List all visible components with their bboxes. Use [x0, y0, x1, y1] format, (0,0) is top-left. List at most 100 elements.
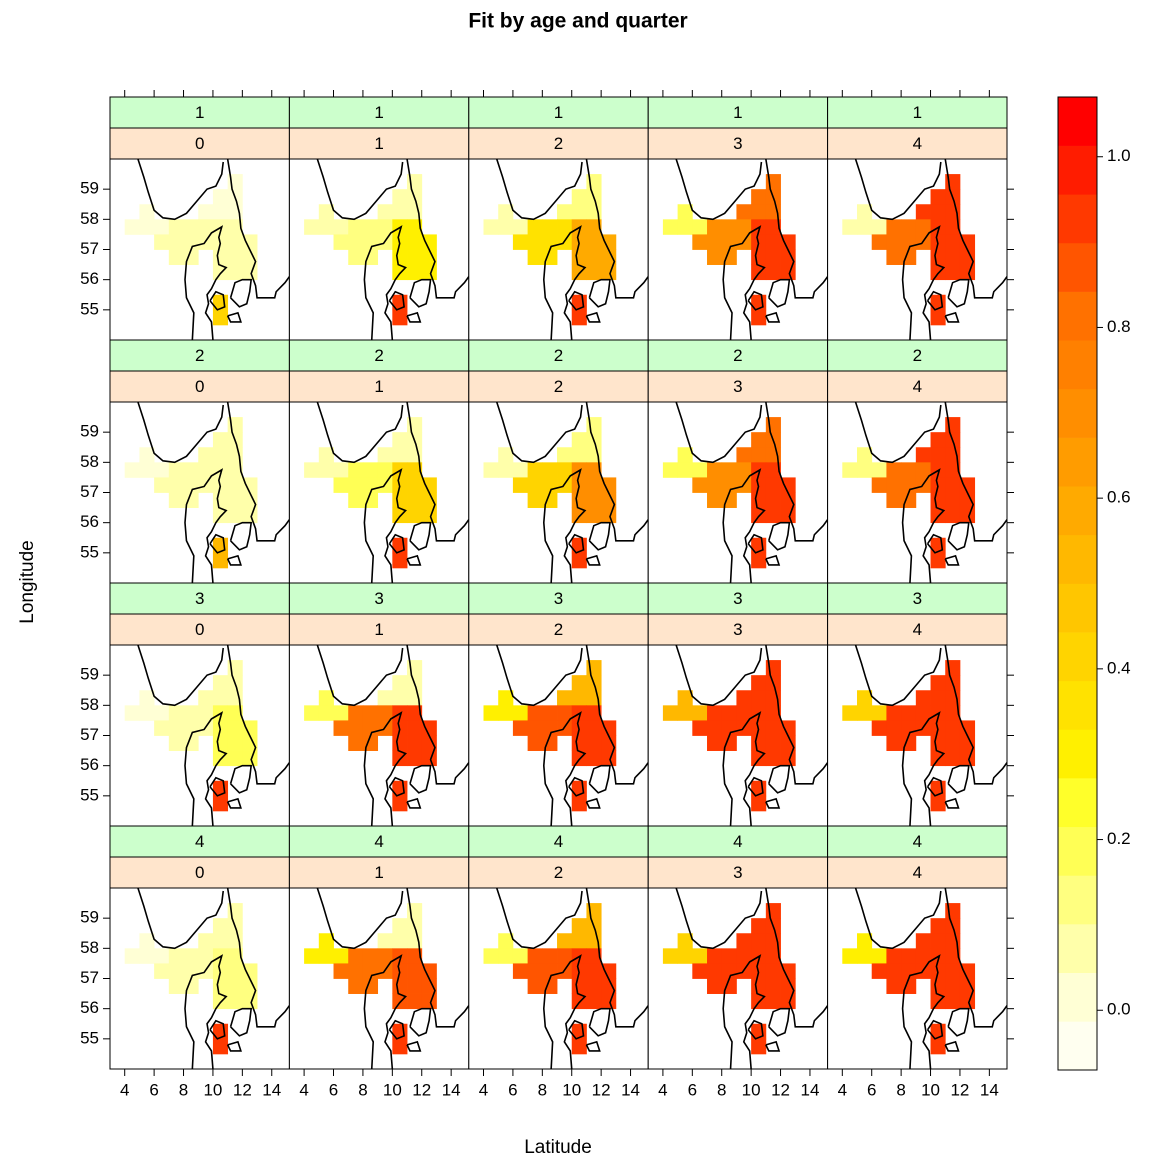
heat-cell — [677, 219, 693, 235]
heat-cell — [333, 477, 349, 493]
heat-cell — [586, 993, 602, 1010]
heat-cell — [842, 462, 858, 478]
heat-cell — [527, 978, 543, 994]
coastline — [588, 1007, 611, 1037]
heat-cell — [227, 264, 243, 281]
heat-cell — [915, 219, 931, 235]
heat-cell — [707, 948, 723, 964]
coastline — [363, 225, 407, 340]
heat-cell — [392, 204, 408, 220]
heat-cell — [692, 462, 708, 478]
heat-cell — [601, 720, 617, 736]
heat-cell — [586, 963, 602, 979]
age-strip-label: 0 — [195, 863, 204, 882]
y-tick-label: 55 — [80, 299, 99, 318]
y-tick-label: 56 — [80, 512, 99, 531]
heat-cell — [601, 507, 617, 524]
quarter-strip — [468, 339, 649, 372]
heat-cell — [318, 462, 334, 478]
heat-cell — [407, 477, 423, 493]
colorbar-band — [1058, 340, 1097, 390]
heat-cell — [421, 477, 437, 493]
heat-cell — [677, 447, 693, 463]
coastline — [747, 533, 764, 554]
x-tick-label: 10 — [742, 1080, 761, 1099]
heat-cell — [736, 948, 752, 964]
y-tick-label: 55 — [80, 785, 99, 804]
coastline — [542, 954, 587, 1069]
heat-cell — [212, 204, 229, 220]
heat-cell — [498, 219, 514, 235]
heat-cell — [586, 492, 602, 508]
heat-cell — [212, 552, 229, 569]
heat-cell — [915, 690, 931, 706]
heat-cell — [751, 204, 767, 220]
heat-cell — [318, 447, 334, 463]
heat-cell — [930, 1038, 946, 1055]
heat-cell — [677, 462, 693, 478]
heat-cell — [498, 690, 514, 706]
x-tick-label: 8 — [896, 1080, 905, 1099]
coastline — [747, 1019, 764, 1040]
heat-cell — [780, 249, 796, 265]
coastline — [406, 554, 422, 566]
heat-cell — [512, 477, 529, 493]
heat-cell — [407, 720, 423, 736]
heat-cell — [707, 249, 723, 265]
heat-cell — [362, 462, 379, 478]
coastline — [409, 278, 432, 308]
heat-cell — [780, 477, 796, 493]
heat-cell — [780, 507, 796, 524]
colorbar-band — [1058, 242, 1097, 292]
heat-cell — [692, 234, 708, 250]
coastline — [184, 468, 228, 583]
colorbar-border — [1057, 96, 1098, 1071]
y-tick-label: 58 — [80, 938, 99, 957]
heat-cell — [780, 720, 796, 736]
heat-cell — [212, 933, 229, 949]
quarter-strip — [827, 825, 1008, 858]
heat-cell — [945, 720, 961, 736]
coastline — [542, 468, 587, 583]
heat-cell — [348, 477, 364, 493]
heat-cell — [601, 234, 617, 250]
x-tick-label: 14 — [442, 1080, 461, 1099]
coastline — [585, 402, 649, 542]
heat-cell — [154, 234, 170, 250]
heat-cell — [765, 720, 781, 736]
heat-cell — [945, 492, 961, 508]
heat-cell — [751, 1038, 767, 1055]
quarter-strip — [109, 582, 290, 615]
heat-cell — [751, 249, 767, 265]
coastline — [944, 159, 1007, 299]
coastline — [209, 533, 226, 554]
heat-cell — [765, 948, 781, 964]
coastline — [944, 645, 1007, 785]
heat-cell — [304, 462, 320, 478]
heat-cell — [871, 477, 887, 493]
heat-cell — [571, 795, 587, 812]
age-strip — [109, 613, 290, 646]
coastline — [316, 645, 404, 707]
heat-cell — [362, 948, 379, 964]
heat-cell — [498, 705, 514, 721]
colorbar-band — [1058, 534, 1097, 584]
x-tick-label: 4 — [299, 1080, 308, 1099]
heat-cell — [512, 948, 529, 964]
heat-cell — [168, 963, 184, 979]
heat-cell — [707, 492, 723, 508]
quarter-strip — [647, 825, 829, 858]
heat-cell — [871, 705, 887, 721]
heat-cell — [857, 219, 873, 235]
heat-cell — [751, 978, 767, 994]
heat-cell — [512, 705, 529, 721]
heat-cell — [662, 462, 679, 478]
quarter-strip — [827, 96, 1008, 129]
x-tick-label: 14 — [800, 1080, 819, 1099]
colorbar-band — [1058, 97, 1097, 146]
coastline — [675, 645, 763, 707]
age-strip-label: 3 — [733, 134, 742, 153]
coastline — [495, 402, 583, 464]
heat-cell — [959, 750, 976, 767]
heat-cell — [377, 705, 393, 721]
